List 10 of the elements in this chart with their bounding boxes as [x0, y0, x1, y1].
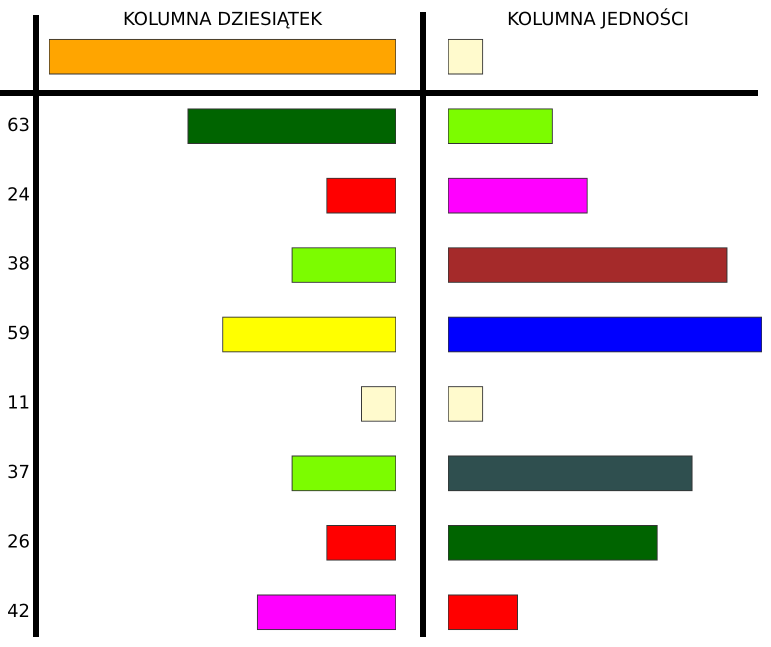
- chart-title: KOLUMNA JEDNOŚCI: [506, 9, 690, 30]
- y-tick-label: 63: [7, 114, 30, 136]
- y-tick-label: 37: [7, 462, 30, 484]
- chart-title: KOLUMNA DZIESIĄTEK: [122, 9, 324, 30]
- y-tick-label: 42: [7, 600, 30, 622]
- y-tick-label: 24: [7, 184, 30, 206]
- y-tick-label: 59: [7, 323, 30, 344]
- y-tick-label: 11: [7, 392, 30, 414]
- y-tick-label: 26: [7, 532, 30, 553]
- y-tick-label: 38: [7, 254, 30, 275]
